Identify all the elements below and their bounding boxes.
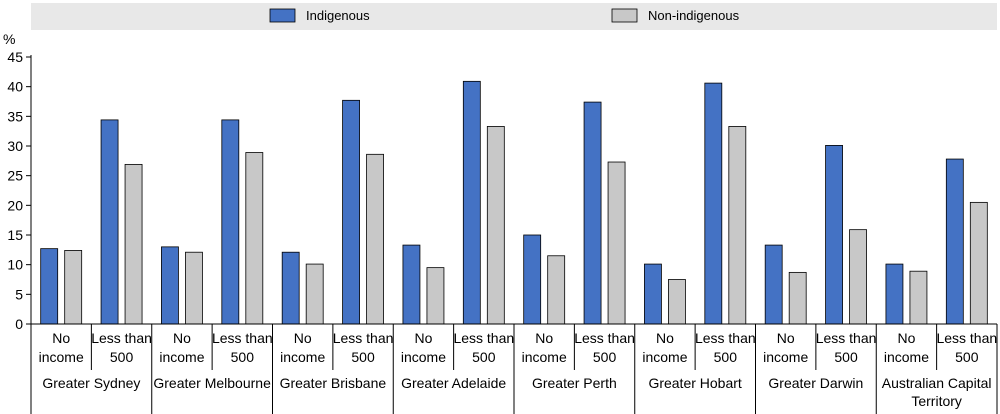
category-label-3-0: Less than (212, 330, 273, 346)
category-label-11-1: 500 (714, 349, 738, 365)
y-tick-label-8: 40 (7, 79, 23, 95)
bar-0-6 (402, 244, 421, 325)
bar-1-8 (547, 255, 566, 325)
category-label-6-0: No (414, 330, 432, 346)
bar-1-1 (124, 163, 143, 325)
category-label-1-1: 500 (110, 349, 134, 365)
bar-0-8 (523, 234, 542, 325)
group-label-7-0: Australian Capital (882, 375, 992, 391)
bar-1-0 (64, 250, 83, 325)
category-label-5-1: 500 (351, 349, 375, 365)
category-label-8-0: No (535, 330, 553, 346)
y-tick-label-9: 45 (7, 49, 23, 65)
bar-0-13 (825, 145, 843, 325)
category-label-13-0: Less than (816, 330, 877, 346)
bar-1-14 (909, 270, 928, 325)
group-label-4-0: Greater Perth (532, 375, 617, 391)
category-label-5-0: Less than (333, 330, 394, 346)
legend-swatch-0 (269, 8, 296, 23)
bar-1-4 (305, 263, 324, 325)
category-label-14-0: No (897, 330, 915, 346)
legend-swatch-1 (611, 8, 638, 23)
bar-1-12 (788, 271, 807, 325)
bar-0-12 (764, 244, 783, 325)
bar-0-9 (583, 101, 602, 325)
y-tick-label-2: 10 (7, 257, 23, 273)
category-label-3-1: 500 (231, 349, 255, 365)
bar-1-15 (969, 201, 988, 325)
bar-0-7 (462, 80, 481, 325)
category-label-4-0: No (294, 330, 312, 346)
category-label-4-1: income (280, 349, 325, 365)
group-label-6-0: Greater Darwin (768, 375, 863, 391)
bar-0-3 (221, 119, 240, 325)
bar-0-10 (644, 263, 662, 325)
category-label-11-0: Less than (695, 330, 756, 346)
category-label-14-1: income (884, 349, 929, 365)
bar-0-11 (704, 82, 723, 325)
category-label-0-0: No (52, 330, 70, 346)
category-label-2-0: No (173, 330, 191, 346)
bar-1-5 (366, 153, 384, 325)
bar-1-10 (668, 279, 686, 325)
group-label-3-0: Greater Adelaide (401, 375, 506, 391)
category-label-12-1: income (763, 349, 808, 365)
legend-background (31, 3, 997, 30)
category-label-1-0: Less than (91, 330, 152, 346)
category-label-12-0: No (777, 330, 795, 346)
legend-label-0: Indigenous (306, 8, 370, 23)
group-label-1-0: Greater Melbourne (153, 375, 271, 391)
category-label-7-0: Less than (453, 330, 514, 346)
group-label-5-0: Greater Hobart (648, 375, 741, 391)
y-axis-label: % (3, 31, 15, 47)
bar-0-5 (342, 99, 360, 325)
category-label-9-0: Less than (574, 330, 635, 346)
category-label-9-1: 500 (593, 349, 617, 365)
y-tick-label-3: 15 (7, 227, 23, 243)
category-label-8-1: income (522, 349, 567, 365)
y-tick-label-5: 25 (7, 168, 23, 184)
category-label-15-1: 500 (955, 349, 979, 365)
bar-1-6 (426, 267, 445, 325)
category-label-13-1: 500 (834, 349, 858, 365)
bar-1-11 (728, 126, 747, 325)
bar-1-9 (607, 161, 626, 325)
y-tick-label-7: 35 (7, 108, 23, 124)
category-label-15-0: Less than (936, 330, 997, 346)
bar-0-2 (161, 246, 179, 325)
y-tick-label-1: 5 (15, 286, 23, 302)
category-label-0-1: income (39, 349, 84, 365)
category-label-10-0: No (656, 330, 674, 346)
legend-label-1: Non-indigenous (648, 8, 740, 23)
bar-1-7 (486, 126, 505, 325)
y-tick-label-4: 20 (7, 197, 23, 213)
y-tick-label-0: 0 (15, 316, 23, 332)
y-tick-label-6: 30 (7, 138, 23, 154)
bar-0-1 (100, 119, 119, 325)
group-label-2-0: Greater Brisbane (280, 375, 387, 391)
category-label-10-1: income (642, 349, 687, 365)
group-label-0-0: Greater Sydney (42, 375, 140, 391)
bar-1-3 (245, 152, 264, 325)
group-label-7-1: Territory (911, 393, 962, 409)
bar-0-0 (40, 248, 59, 325)
bar-0-14 (885, 263, 904, 325)
category-label-2-1: income (159, 349, 204, 365)
bar-0-15 (945, 158, 964, 325)
category-label-6-1: income (401, 349, 446, 365)
bar-1-13 (849, 229, 867, 325)
bar-1-2 (185, 251, 203, 325)
category-label-7-1: 500 (472, 349, 496, 365)
bar-0-4 (281, 251, 300, 325)
